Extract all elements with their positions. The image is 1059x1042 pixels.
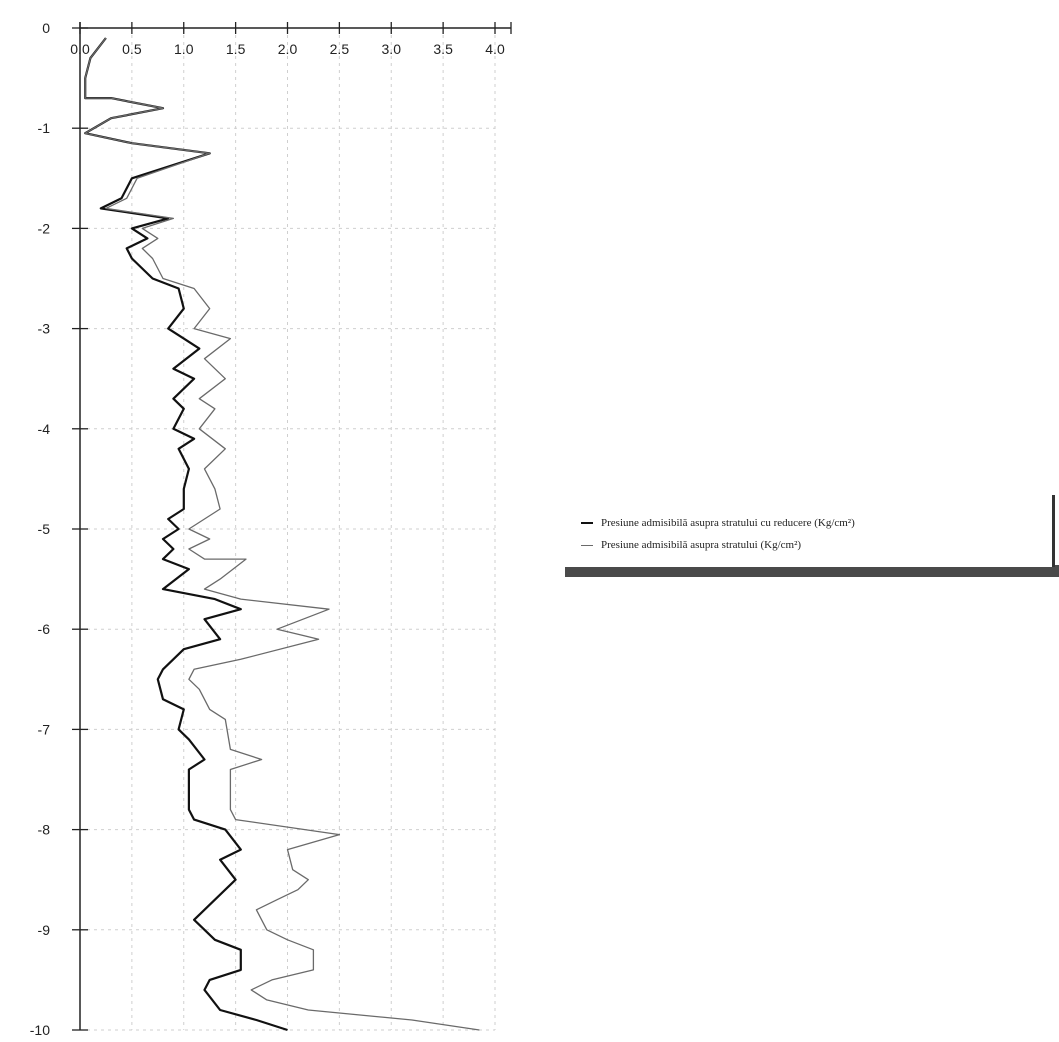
legend-label-normal: Presiune admisibilă asupra stratului (Kg… <box>601 539 802 551</box>
y-tick-label: -8 <box>38 822 51 838</box>
legend-label-reduced: Presiune admisibilă asupra stratului cu … <box>601 517 855 529</box>
x-tick-label: 3.0 <box>382 41 402 57</box>
y-tick-label: 0 <box>42 20 50 36</box>
legend-entry-normal: Presiune admisibilă asupra stratului (Kg… <box>581 539 801 551</box>
x-tick-label: 2.5 <box>330 41 350 57</box>
legend-shadow <box>565 565 1059 577</box>
y-tick-label: -10 <box>30 1022 50 1038</box>
y-tick-label: -2 <box>38 220 51 236</box>
x-tick-label: 0.5 <box>122 41 142 57</box>
y-tick-label: -3 <box>38 321 51 337</box>
legend-swatch-normal <box>581 544 593 546</box>
y-tick-label: -4 <box>38 421 51 437</box>
x-tick-label: 1.0 <box>174 41 194 57</box>
y-tick-label: -6 <box>38 621 51 637</box>
x-tick-label: 4.0 <box>485 41 505 57</box>
y-tick-label: -9 <box>38 922 51 938</box>
series-line-0 <box>84 37 288 1032</box>
x-tick-label: 0.0 <box>70 41 90 57</box>
legend: Presiune admisibilă asupra stratului cu … <box>565 495 1055 567</box>
y-tick-label: -1 <box>38 120 51 136</box>
y-tick-label: -5 <box>38 521 51 537</box>
axes-layer: 0.0 0.5 1.0 1.5 2.0 2.5 3.0 3.5 4.0 0 -1 -2 -3 -4 -5 -6… <box>30 20 512 1038</box>
x-tick-label: 3.5 <box>433 41 453 57</box>
legend-entry-reduced: Presiune admisibilă asupra stratului cu … <box>581 517 855 529</box>
y-tick-label: -7 <box>38 721 51 737</box>
series-line-1 <box>84 37 480 1031</box>
legend-swatch-reduced <box>581 522 593 524</box>
x-tick-label: 1.5 <box>226 41 246 57</box>
grid-layer <box>80 28 496 1031</box>
series-layer <box>84 37 480 1032</box>
x-tick-label: 2.0 <box>278 41 298 57</box>
